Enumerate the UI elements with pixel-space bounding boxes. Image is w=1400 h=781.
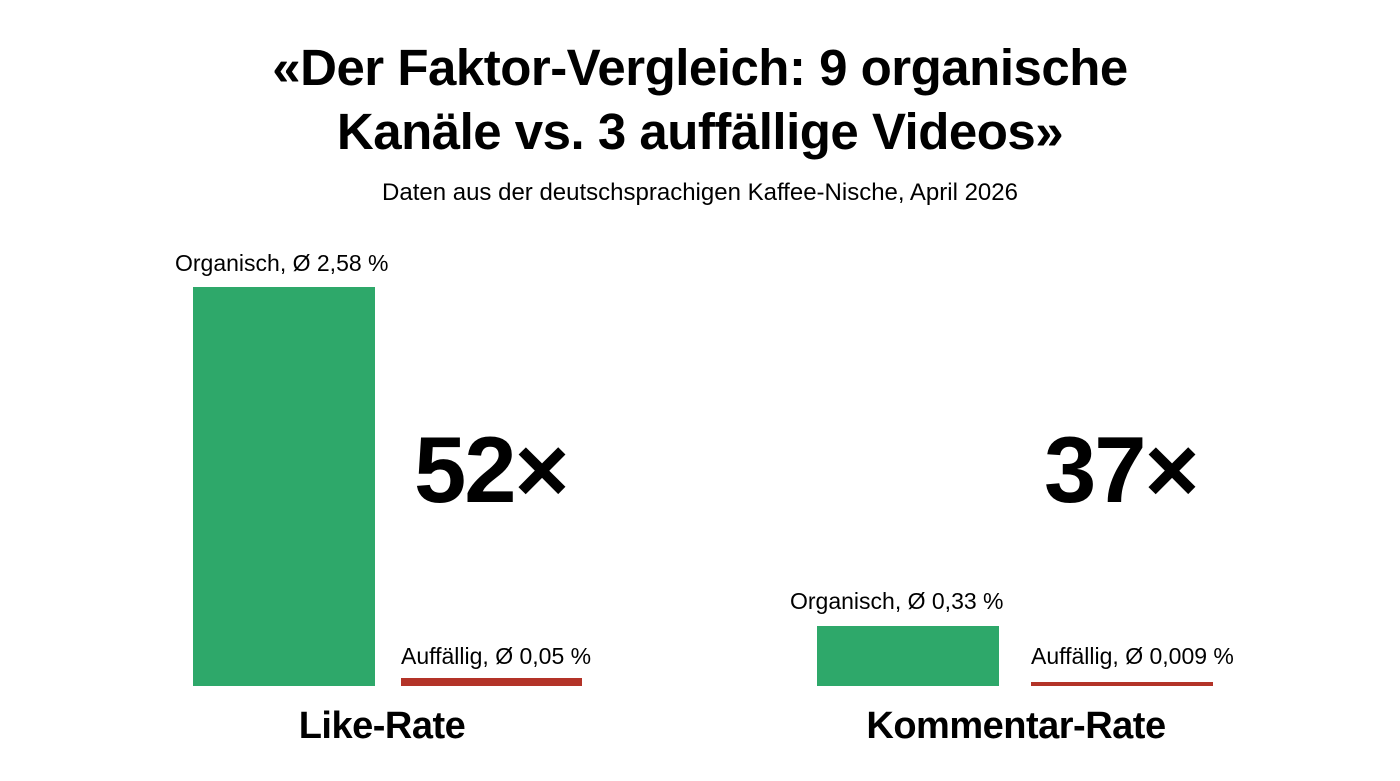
factor-annotation: 37× (1044, 417, 1199, 522)
factor-annotation: 52× (414, 417, 569, 522)
chart-title-line-2: Kanäle vs. 3 auffällige Videos» (336, 103, 1064, 160)
category-label: Like-Rate (298, 705, 466, 747)
category-label: Kommentar-Rate (866, 705, 1166, 747)
chart-title-line-1: «Der Faktor-Vergleich: 9 organische (272, 39, 1128, 96)
suspicious-bar (1031, 682, 1213, 686)
chart-title: «Der Faktor-Vergleich: 9 organische Kanä… (0, 36, 1400, 164)
organic-bar-label: Organisch, Ø 0,33 % (790, 588, 1004, 614)
organic-bar-label: Organisch, Ø 2,58 % (175, 250, 389, 276)
chart-subtitle: Daten aus der deutschsprachigen Kaffee-N… (382, 179, 1018, 206)
suspicious-bar-label: Auffällig, Ø 0,009 % (1031, 643, 1234, 669)
organic-bar (193, 287, 375, 686)
suspicious-bar (401, 678, 582, 686)
suspicious-bar-label: Auffällig, Ø 0,05 % (401, 643, 592, 669)
organic-bar (817, 626, 999, 686)
